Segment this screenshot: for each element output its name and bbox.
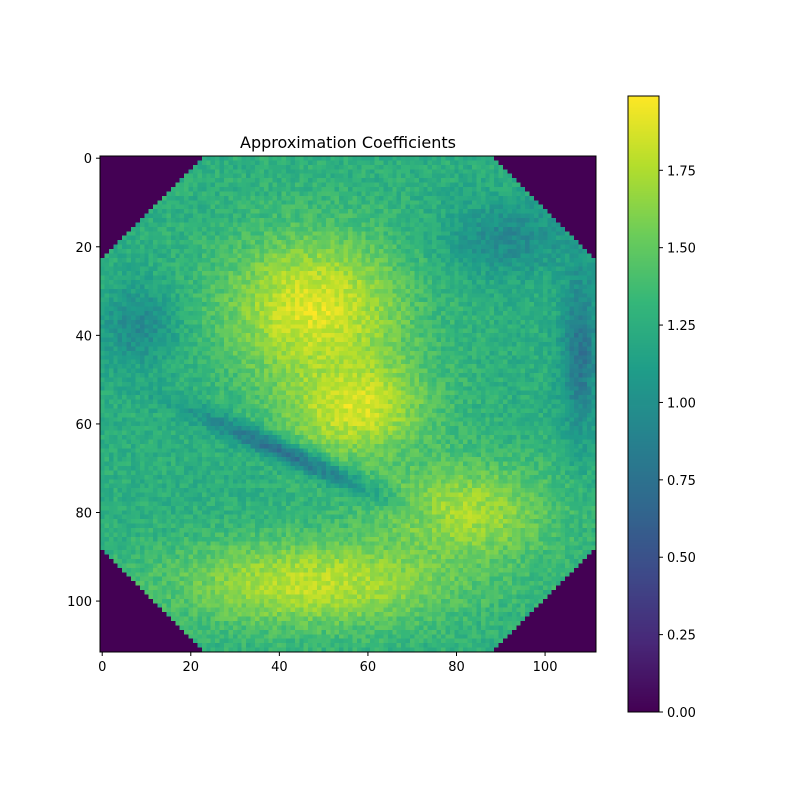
colorbar-tick-label: 0.25 xyxy=(667,629,696,644)
plot-frame xyxy=(99,155,597,653)
colorbar-frame xyxy=(627,95,660,713)
y-tick-label: 20 xyxy=(75,241,92,256)
x-tick-label: 100 xyxy=(533,660,558,675)
y-axis: 0 20 40 60 80 100 xyxy=(67,152,100,610)
colorbar-tick-label: 1.25 xyxy=(667,319,696,334)
y-tick-label: 100 xyxy=(67,595,92,610)
y-tick-label: 80 xyxy=(75,507,92,522)
x-tick-label: 20 xyxy=(183,660,200,675)
heatmap-image xyxy=(100,156,596,652)
colorbar-tick-label: 0.50 xyxy=(667,551,696,566)
colorbar-tick-label: 0.00 xyxy=(667,706,696,721)
colorbar-tick-label: 0.75 xyxy=(667,474,696,489)
x-tick-label: 60 xyxy=(360,660,377,675)
x-tick-label: 40 xyxy=(271,660,288,675)
y-tick-label: 40 xyxy=(75,329,92,344)
x-axis: 0 20 40 60 80 100 xyxy=(98,652,557,675)
x-tick-label: 80 xyxy=(448,660,465,675)
y-tick-label: 60 xyxy=(75,418,92,433)
colorbar-ticks: 0.00 0.25 0.50 0.75 1.00 1.25 1.50 1.75 xyxy=(659,164,696,721)
heatmap-plot-area xyxy=(99,155,597,653)
colorbar: 0.00 0.25 0.50 0.75 1.00 1.25 1.50 1.75 xyxy=(627,95,696,721)
colorbar-tick-label: 1.75 xyxy=(667,164,696,179)
y-tick-label: 0 xyxy=(84,152,92,167)
chart-title: Approximation Coefficients xyxy=(240,133,456,152)
colorbar-gradient xyxy=(628,96,659,712)
x-tick-label: 0 xyxy=(98,660,106,675)
colorbar-tick-label: 1.00 xyxy=(667,396,696,411)
colorbar-tick-label: 1.50 xyxy=(667,242,696,257)
